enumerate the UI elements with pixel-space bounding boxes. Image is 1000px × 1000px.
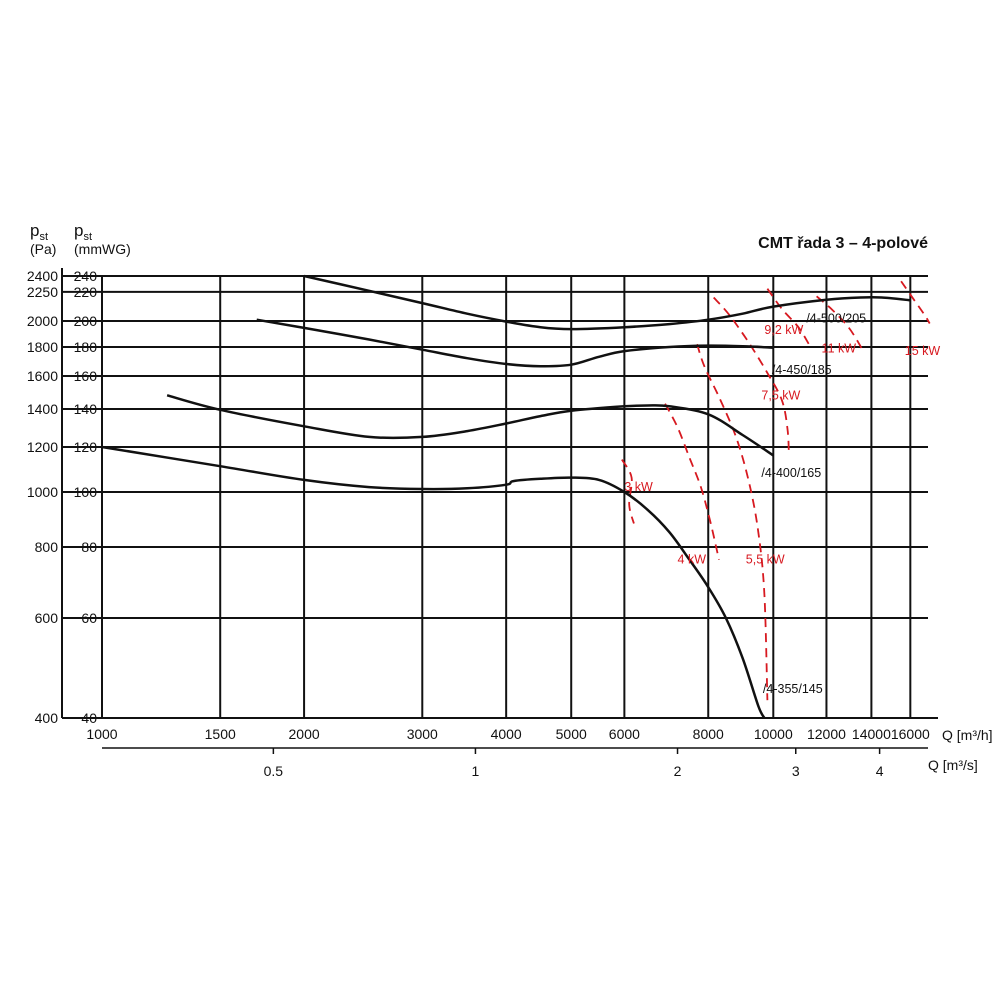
q-m3s-axis-label: Q [m³/s] — [928, 757, 978, 773]
mmwg-tick-label: 180 — [74, 339, 98, 355]
mmwg-axis-symbol-sub: st — [83, 231, 92, 243]
pa-tick-label: 1600 — [27, 368, 58, 384]
power-line-label: 15 kW — [905, 344, 941, 358]
mmwg-tick-label: 220 — [74, 284, 98, 300]
pa-tick-label: 1800 — [27, 339, 58, 355]
fan-curve-label: /4-355/145 — [763, 682, 823, 696]
fan-curve — [303, 274, 911, 331]
pa-tick-label: 400 — [35, 710, 59, 726]
mmwg-tick-label: 200 — [74, 313, 98, 329]
q-m3s-tick-label: 2 — [674, 763, 682, 779]
q-m3h-tick-label: 5000 — [556, 726, 587, 742]
mmwg-axis-symbol: p — [74, 221, 83, 240]
pa-tick-label: 2250 — [27, 284, 58, 300]
q-m3h-tick-label: 8000 — [693, 726, 724, 742]
q-m3s-tick-label: 1 — [472, 763, 480, 779]
power-line-label: 7,5 kW — [761, 388, 800, 402]
q-m3s-tick-label: 3 — [792, 763, 800, 779]
power-line-label: 11 kW — [822, 341, 857, 355]
fan-curve-label: /4-500/205 — [806, 312, 866, 326]
fan-curve — [101, 445, 766, 719]
q-m3h-tick-label: 3000 — [407, 726, 438, 742]
curve-labels: 3 kW 4 kW 5,5 kW 7,5 kW 9,2 kW 11 kW 15 kW/4-5… — [624, 312, 940, 696]
pa-tick-label: 600 — [35, 610, 59, 626]
fan-curve-label: /4-400/165 — [761, 466, 821, 480]
mmwg-tick-label: 140 — [74, 401, 98, 417]
mmwg-tick-label: 80 — [81, 539, 97, 555]
q-m3h-tick-label: 10000 — [754, 726, 793, 742]
chart-title: CMT řada 3 – 4-polové — [758, 235, 928, 252]
q-m3h-tick-label: 1500 — [205, 726, 236, 742]
q-m3h-tick-label: 2000 — [289, 726, 320, 742]
power-line — [766, 288, 810, 345]
pa-tick-label: 800 — [35, 539, 59, 555]
power-line — [696, 343, 769, 701]
fan-curves — [101, 274, 911, 719]
q-m3s-tick-label: 0.5 — [264, 763, 284, 779]
q-m3h-tick-label: 4000 — [491, 726, 522, 742]
mmwg-tick-label: 160 — [74, 368, 98, 384]
mmwg-tick-label: 240 — [74, 268, 98, 284]
svg-text:pst: pst — [30, 221, 48, 243]
power-line-label: 9,2 kW — [764, 323, 803, 337]
power-line — [621, 459, 635, 524]
power-line — [713, 296, 790, 456]
mmwg-axis-unit: (mmWG) — [74, 241, 131, 257]
pa-tick-label: 1400 — [27, 401, 58, 417]
left-axis-heading: pst (Pa) pst (mmWG) — [30, 221, 131, 257]
power-line-label: 4 kW — [678, 553, 707, 567]
power-line-label: 3 kW — [624, 480, 653, 494]
q-m3h-axis-label: Q [m³/h] — [942, 727, 993, 743]
pa-tick-label: 1200 — [27, 439, 58, 455]
mmwg-tick-label: 60 — [81, 610, 97, 626]
pa-axis-unit: (Pa) — [30, 241, 56, 257]
q-m3h-tick-label: 16000 — [891, 726, 930, 742]
pa-axis-symbol-sub: st — [39, 231, 48, 243]
power-line — [900, 280, 931, 324]
power-lines — [621, 280, 931, 701]
pa-axis-symbol: p — [30, 221, 39, 240]
q-m3h-tick-label: 1000 — [86, 726, 117, 742]
q-m3h-tick-label: 14000 — [852, 726, 891, 742]
axes — [61, 268, 938, 749]
pa-tick-label: 2400 — [27, 268, 58, 284]
pa-tick-label: 1000 — [27, 484, 58, 500]
pa-tick-label: 2000 — [27, 313, 58, 329]
fan-curve-label: /4-450/185 — [772, 363, 832, 377]
q-m3s-tick-label: 4 — [876, 763, 884, 779]
q-m3h-tick-label: 6000 — [609, 726, 640, 742]
q-m3h-tick-label: 12000 — [807, 726, 846, 742]
mmwg-tick-label: 100 — [74, 484, 98, 500]
svg-text:pst: pst — [74, 221, 92, 243]
power-line-label: 5,5 kW — [746, 553, 785, 567]
grid — [62, 275, 928, 718]
fan-curve — [256, 318, 774, 368]
power-line — [816, 295, 864, 352]
mmwg-tick-label: 120 — [74, 439, 98, 455]
fan-curve — [166, 394, 774, 457]
